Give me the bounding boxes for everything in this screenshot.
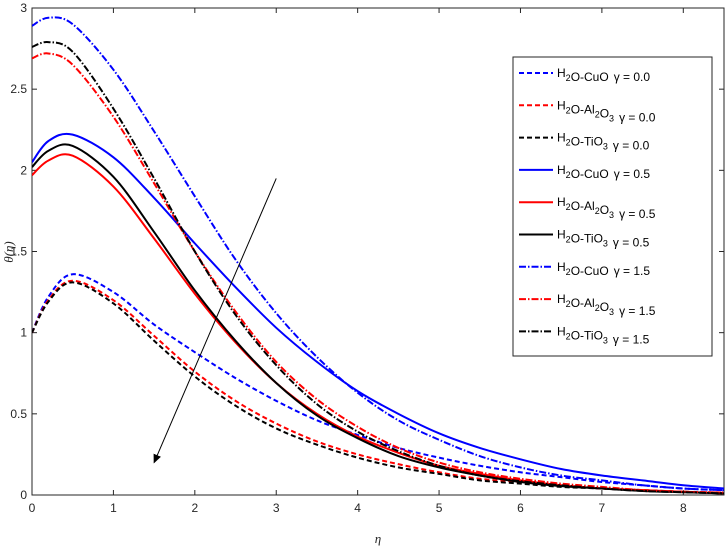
trend-arrow (153, 178, 277, 464)
legend-fluid: H2O-CuO (557, 66, 609, 84)
legend-gamma: γ = 0.0 (613, 139, 650, 153)
series-line-8 (32, 41, 724, 495)
legend-label-1: H2O-Al2O3 γ = 0.0 (557, 98, 656, 124)
y-tick-label: 1.5 (10, 245, 27, 259)
legend-fluid: H2O-Al2O3 (557, 195, 614, 220)
x-tick-label: 3 (273, 501, 280, 515)
series-line-3 (32, 132, 724, 490)
x-tick-label: 7 (599, 501, 606, 515)
legend-gamma: γ = 1.5 (619, 304, 656, 318)
series-layer (32, 16, 724, 495)
x-tick-label: 2 (191, 501, 198, 515)
legend-gamma: γ = 0.0 (619, 110, 656, 124)
legend-label-6: H2O-CuO γ = 1.5 (557, 260, 650, 278)
x-tick-label: 1 (110, 501, 117, 515)
legend-label-2: H2O-TiO3 γ = 0.0 (557, 131, 650, 153)
x-tick-label: 0 (29, 501, 36, 515)
legend-fluid: H2O-CuO (557, 163, 609, 181)
legend-label-8: H2O-TiO3 γ = 1.5 (557, 324, 650, 346)
legend-fluid: H2O-TiO3 (557, 131, 608, 152)
legend-gamma: γ = 1.5 (613, 332, 650, 346)
x-tick-label: 4 (354, 501, 361, 515)
series-line-2 (32, 281, 724, 495)
legend-label-3: H2O-CuO γ = 0.5 (557, 163, 650, 181)
x-tick-label: 6 (517, 501, 524, 515)
x-tick-label: 5 (436, 501, 443, 515)
x-tick-label: 8 (680, 501, 687, 515)
legend-fluid: H2O-TiO3 (557, 324, 608, 345)
legend-label-7: H2O-Al2O3 γ = 1.5 (557, 292, 656, 318)
legend-label-5: H2O-TiO3 γ = 0.5 (557, 228, 650, 250)
series-line-1 (32, 279, 724, 494)
legend-gamma: γ = 0.5 (614, 167, 651, 181)
legend-fluid: H2O-TiO3 (557, 228, 608, 249)
legend-gamma: γ = 0.0 (614, 70, 651, 84)
legend-box (512, 56, 713, 357)
y-tick-label: 2 (20, 163, 27, 177)
legend-fluid: H2O-CuO (557, 260, 609, 278)
series-line-7 (32, 52, 724, 494)
legend-label-4: H2O-Al2O3 γ = 0.5 (557, 195, 656, 221)
legend-fluid: H2O-Al2O3 (557, 98, 614, 123)
legend-label-0: H2O-CuO γ = 0.0 (557, 66, 650, 84)
y-tick-label: 2.5 (10, 82, 27, 96)
legend-gamma: γ = 0.5 (613, 236, 650, 250)
series-line-0 (32, 273, 724, 492)
y-tick-label: 3 (20, 1, 27, 15)
series-line-6 (32, 16, 724, 492)
y-axis-label: θ(η) (1, 241, 16, 263)
axis-ticks: 0 1 2 3 4 5 6 7 8 0 0.5 1 1.5 2 2.5 3 (10, 1, 724, 515)
x-axis-label: η (375, 531, 381, 546)
y-tick-label: 0 (20, 488, 27, 502)
legend-gamma: γ = 0.5 (619, 207, 656, 221)
y-tick-label: 0.5 (10, 407, 27, 421)
legend-fluid: H2O-Al2O3 (557, 292, 614, 317)
y-tick-label: 1 (20, 326, 27, 340)
legend-gamma: γ = 1.5 (614, 264, 651, 278)
